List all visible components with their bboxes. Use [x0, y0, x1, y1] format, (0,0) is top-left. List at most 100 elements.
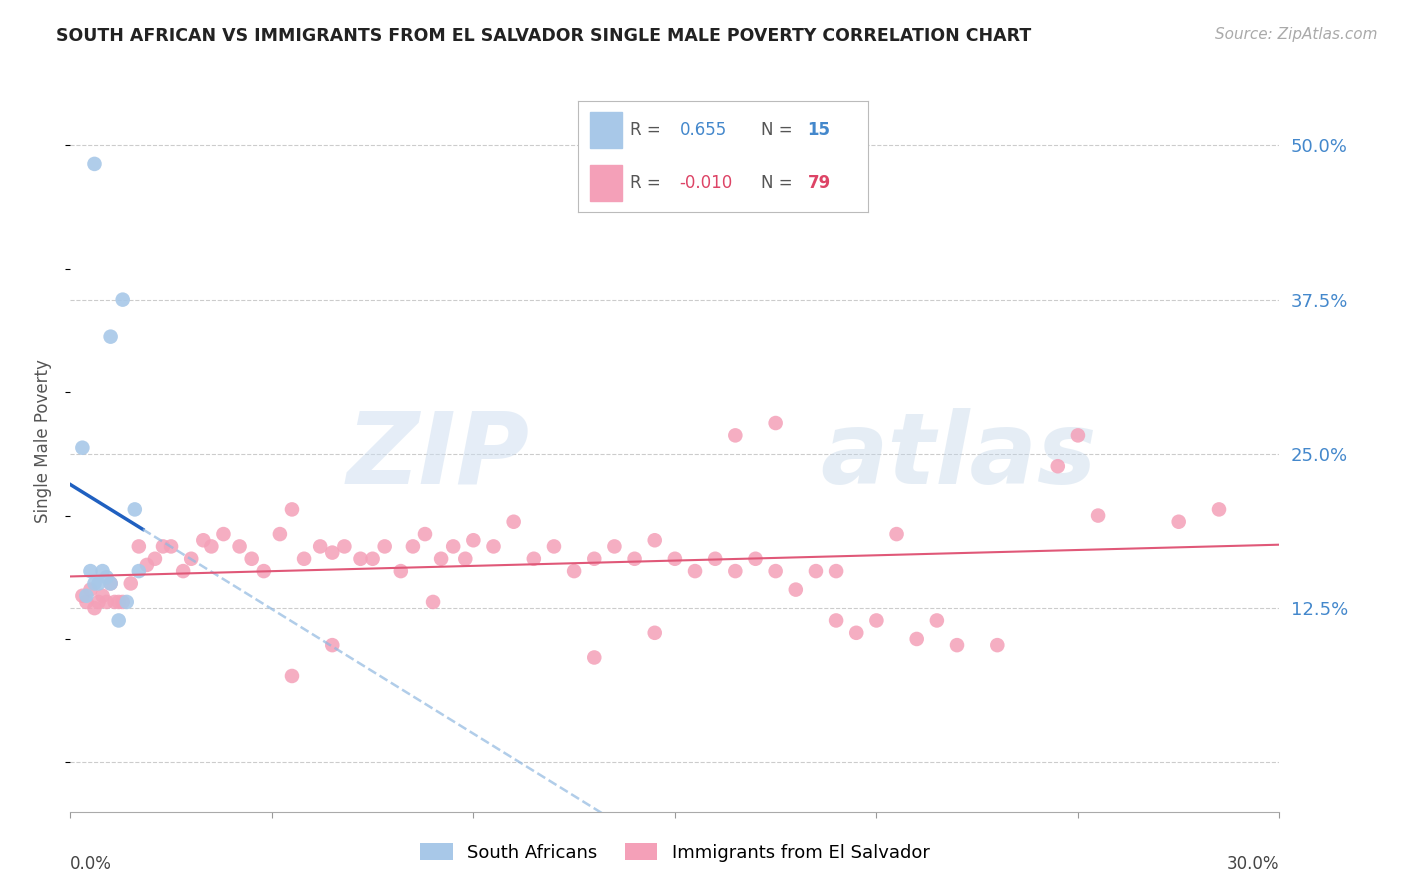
Point — [644, 625, 666, 640]
Point — [83, 601, 105, 615]
Point — [79, 564, 101, 578]
Point — [100, 576, 122, 591]
Point — [281, 669, 304, 683]
Point — [83, 576, 105, 591]
Point — [644, 533, 666, 548]
Point — [160, 540, 183, 554]
Point — [281, 502, 304, 516]
Point — [91, 564, 114, 578]
Point — [349, 551, 371, 566]
Point — [583, 650, 606, 665]
Point — [333, 540, 356, 554]
Point — [269, 527, 291, 541]
Point — [100, 329, 122, 343]
Point — [724, 428, 747, 442]
Point — [413, 527, 436, 541]
Text: SOUTH AFRICAN VS IMMIGRANTS FROM EL SALVADOR SINGLE MALE POVERTY CORRELATION CHA: SOUTH AFRICAN VS IMMIGRANTS FROM EL SALV… — [56, 27, 1032, 45]
Point — [925, 614, 948, 628]
Point — [1067, 428, 1090, 442]
Point — [292, 551, 315, 566]
Text: ZIP: ZIP — [347, 408, 530, 505]
Point — [115, 595, 138, 609]
Point — [228, 540, 250, 554]
Point — [91, 589, 114, 603]
Point — [128, 540, 150, 554]
Point — [104, 595, 127, 609]
Point — [441, 540, 464, 554]
Point — [72, 589, 94, 603]
Point — [361, 551, 384, 566]
Point — [253, 564, 276, 578]
Point — [321, 546, 343, 560]
Point — [562, 564, 585, 578]
Point — [240, 551, 263, 566]
Point — [135, 558, 157, 572]
Point — [212, 527, 235, 541]
Point — [100, 576, 122, 591]
Point — [785, 582, 807, 597]
Point — [765, 564, 787, 578]
Point — [905, 632, 928, 646]
Point — [825, 564, 848, 578]
Point — [180, 551, 202, 566]
Point — [1087, 508, 1109, 523]
Point — [724, 564, 747, 578]
Point — [1208, 502, 1230, 516]
Point — [200, 540, 222, 554]
Point — [744, 551, 766, 566]
Text: 30.0%: 30.0% — [1227, 855, 1279, 873]
Point — [543, 540, 565, 554]
Point — [623, 551, 645, 566]
Point — [825, 614, 848, 628]
Point — [683, 564, 706, 578]
Point — [765, 416, 787, 430]
Point — [143, 551, 166, 566]
Point — [865, 614, 887, 628]
Point — [583, 551, 606, 566]
Y-axis label: Single Male Poverty: Single Male Poverty — [34, 359, 52, 524]
Point — [845, 625, 868, 640]
Point — [75, 595, 97, 609]
Point — [75, 589, 97, 603]
Point — [482, 540, 505, 554]
Point — [83, 157, 105, 171]
Point — [1046, 459, 1069, 474]
Point — [79, 582, 101, 597]
Point — [87, 576, 110, 591]
Text: atlas: atlas — [820, 408, 1097, 505]
Point — [374, 540, 396, 554]
Point — [422, 595, 444, 609]
Point — [128, 564, 150, 578]
Legend: South Africans, Immigrants from El Salvador: South Africans, Immigrants from El Salva… — [420, 843, 929, 862]
Text: 0.0%: 0.0% — [70, 855, 112, 873]
Point — [172, 564, 194, 578]
Point — [111, 293, 134, 307]
Point — [72, 441, 94, 455]
Point — [120, 576, 142, 591]
Point — [193, 533, 215, 548]
Point — [454, 551, 477, 566]
Point — [886, 527, 908, 541]
Point — [321, 638, 343, 652]
Point — [804, 564, 827, 578]
Point — [87, 595, 110, 609]
Point — [96, 570, 118, 584]
Point — [603, 540, 626, 554]
Point — [309, 540, 332, 554]
Point — [107, 614, 129, 628]
Point — [389, 564, 412, 578]
Point — [1167, 515, 1189, 529]
Point — [986, 638, 1008, 652]
Point — [523, 551, 546, 566]
Point — [664, 551, 686, 566]
Point — [502, 515, 524, 529]
Point — [124, 502, 146, 516]
Point — [107, 595, 129, 609]
Point — [463, 533, 485, 548]
Point — [430, 551, 453, 566]
Point — [111, 595, 134, 609]
Point — [402, 540, 425, 554]
Text: Source: ZipAtlas.com: Source: ZipAtlas.com — [1215, 27, 1378, 42]
Point — [96, 595, 118, 609]
Point — [946, 638, 969, 652]
